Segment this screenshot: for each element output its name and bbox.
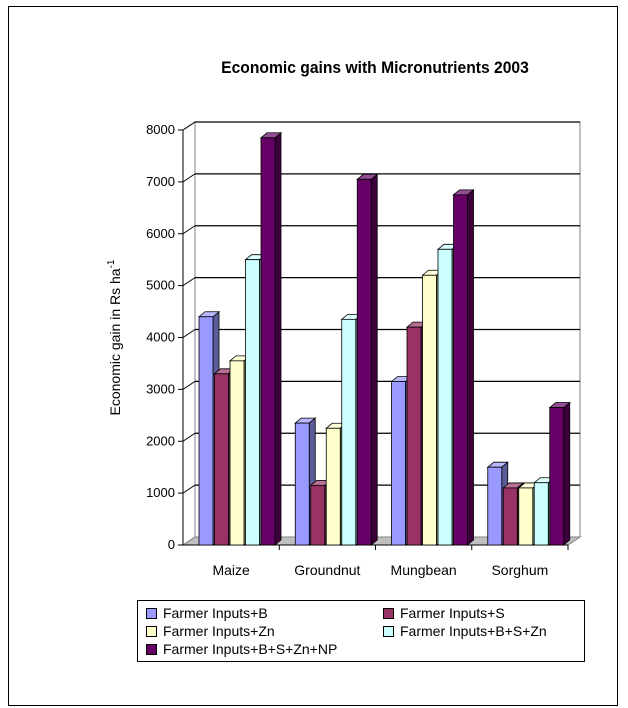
legend-label: Farmer Inputs+B+S+Zn+NP <box>163 641 338 657</box>
y-axis-label: Economic gain in Rs ha-1 <box>106 259 123 415</box>
bar <box>229 360 245 546</box>
gridline-side <box>182 380 196 390</box>
legend-item: Farmer Inputs+S <box>383 605 505 621</box>
y-tick-label: 3000 <box>146 381 175 396</box>
bar <box>245 259 260 546</box>
x-tick-label: Maize <box>212 562 250 578</box>
bar <box>294 422 310 546</box>
legend-label: Farmer Inputs+Zn <box>163 623 275 639</box>
bar <box>406 326 422 546</box>
legend-swatch <box>383 625 394 637</box>
y-tick-label: 1000 <box>146 485 175 500</box>
x-tick-label: Groundnut <box>294 562 360 578</box>
legend-item: Farmer Inputs+B <box>146 605 268 621</box>
legend-item: Farmer Inputs+Zn <box>146 623 275 639</box>
chart-title: Economic gains with Micronutrients 2003 <box>221 58 529 77</box>
bar <box>422 274 437 546</box>
bar <box>341 318 357 546</box>
y-tick-label: 5000 <box>146 278 175 293</box>
chart-frame <box>8 6 618 706</box>
bar <box>260 137 276 546</box>
y-tick-label: 0 <box>168 537 175 552</box>
legend-swatch <box>146 607 157 619</box>
bar <box>487 466 503 546</box>
legend-swatch <box>146 625 157 637</box>
legend-label: Farmer Inputs+B <box>163 605 268 621</box>
legend-label: Farmer Inputs+S <box>400 605 505 621</box>
x-tick-label: Mungbean <box>391 562 457 578</box>
bar <box>356 178 372 546</box>
bar-side <box>370 173 378 546</box>
bar <box>214 373 229 546</box>
bar-side <box>467 188 474 546</box>
y-tick-label: 2000 <box>146 433 175 448</box>
gridline-side <box>182 329 196 338</box>
bar <box>437 248 453 546</box>
y-tick-label: 8000 <box>146 122 175 137</box>
legend-label: Farmer Inputs+B+S+Zn <box>400 623 547 639</box>
x-tick-label: Sorghum <box>491 562 548 578</box>
chart-legend: Farmer Inputs+B Farmer Inputs+S Farmer Inp… <box>137 600 585 662</box>
legend-item: Farmer Inputs+B+S+Zn <box>383 623 547 639</box>
bar <box>198 316 214 546</box>
gridline-side <box>182 225 196 235</box>
bar <box>325 427 341 546</box>
gridline-side <box>182 121 196 131</box>
gridline-side <box>182 277 196 287</box>
y-axis-label-superscript: -1 <box>106 259 117 268</box>
bar <box>533 482 549 546</box>
y-tick-label: 7000 <box>146 174 175 189</box>
legend-item: Farmer Inputs+B+S+Zn+NP <box>146 641 337 657</box>
bar <box>502 487 518 546</box>
y-tick-label: 6000 <box>146 226 175 241</box>
bar <box>549 407 565 546</box>
y-tick-label: 4000 <box>146 330 175 345</box>
gridline-side <box>182 173 196 183</box>
legend-swatch <box>383 607 394 619</box>
bar <box>453 194 468 546</box>
bar-side <box>274 131 282 546</box>
gridline-side <box>182 484 196 494</box>
bar <box>310 484 326 546</box>
legend-swatch <box>146 643 157 655</box>
bar <box>518 487 534 546</box>
y-axis-label-text: Economic gain in Rs ha <box>107 268 123 415</box>
bar <box>391 381 406 546</box>
gridline-side <box>182 432 196 442</box>
bar-side <box>563 401 571 546</box>
